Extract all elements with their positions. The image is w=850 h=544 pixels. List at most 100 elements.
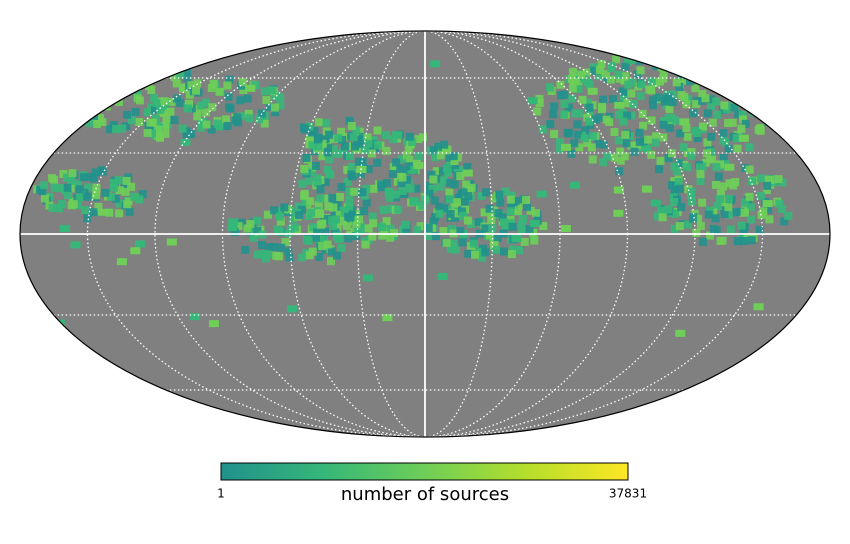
patch — [96, 98, 105, 107]
patch — [569, 78, 580, 86]
patch — [386, 224, 395, 233]
patch — [595, 71, 604, 80]
patch — [112, 125, 121, 134]
patch — [675, 329, 686, 337]
patch — [274, 252, 283, 261]
patch — [778, 204, 787, 213]
patch — [135, 195, 144, 204]
patch — [150, 94, 159, 103]
patch — [324, 155, 333, 164]
patch — [499, 247, 508, 256]
patch — [259, 250, 268, 259]
patch — [264, 250, 273, 259]
patch — [560, 110, 569, 119]
patch — [58, 200, 67, 209]
patch — [670, 162, 679, 171]
patch — [333, 149, 342, 158]
patch — [705, 206, 714, 215]
patch — [583, 139, 592, 148]
patch — [378, 231, 387, 240]
patch — [508, 191, 517, 200]
patch — [258, 241, 267, 250]
patch — [362, 198, 371, 207]
patch — [458, 238, 467, 247]
patch — [679, 143, 688, 152]
patch — [615, 167, 624, 176]
patch — [382, 146, 391, 155]
patch — [332, 251, 341, 260]
patch — [610, 128, 619, 137]
patch — [623, 99, 632, 108]
patch — [313, 174, 322, 183]
patch — [765, 215, 774, 224]
patch — [587, 87, 598, 95]
patch — [328, 216, 337, 225]
patch — [614, 101, 625, 109]
patch — [525, 224, 534, 233]
patch — [243, 94, 252, 103]
patch — [647, 150, 656, 159]
patch — [239, 86, 248, 95]
patch — [313, 178, 322, 187]
patch — [740, 236, 749, 245]
patch — [616, 147, 625, 156]
patch — [517, 220, 526, 229]
patch — [507, 250, 516, 259]
patch — [397, 179, 406, 188]
patch — [580, 75, 589, 84]
patch — [627, 111, 636, 120]
patch — [514, 201, 523, 210]
patch — [691, 84, 700, 93]
patch — [720, 198, 729, 207]
patch — [624, 80, 633, 89]
patch — [309, 223, 318, 232]
patch — [138, 190, 147, 199]
patch — [766, 175, 775, 184]
patch — [223, 81, 232, 90]
patch — [114, 98, 123, 107]
patch — [602, 115, 611, 124]
patch — [382, 314, 393, 322]
patch — [213, 119, 222, 128]
patch — [133, 89, 142, 98]
patch — [435, 202, 444, 211]
patch — [401, 220, 410, 229]
patch — [360, 207, 369, 216]
patch — [347, 208, 356, 217]
patch — [424, 224, 433, 233]
patch — [574, 130, 583, 139]
patch — [658, 213, 667, 222]
patch — [298, 253, 307, 262]
patch — [406, 184, 415, 193]
patch — [719, 136, 728, 145]
patch — [50, 183, 59, 192]
patch — [368, 212, 377, 221]
patch — [307, 128, 316, 137]
patch — [756, 174, 765, 183]
patch — [384, 187, 393, 196]
patch — [106, 192, 115, 201]
patch — [439, 226, 448, 235]
patch — [627, 89, 636, 98]
patch — [745, 192, 754, 201]
patch — [599, 140, 608, 149]
patch — [740, 74, 749, 83]
patch — [498, 213, 507, 222]
patch — [481, 224, 490, 233]
patch — [170, 115, 179, 124]
patch — [477, 191, 486, 200]
patch — [379, 205, 388, 214]
patch — [196, 101, 205, 110]
patch — [354, 157, 363, 166]
patch — [262, 96, 271, 105]
patch — [166, 238, 177, 246]
patch — [696, 73, 705, 82]
patch — [737, 221, 746, 230]
patch — [641, 185, 652, 193]
patch — [302, 153, 311, 162]
patch — [546, 120, 555, 129]
patch — [717, 82, 726, 91]
patch — [698, 198, 707, 207]
patch — [306, 197, 315, 206]
